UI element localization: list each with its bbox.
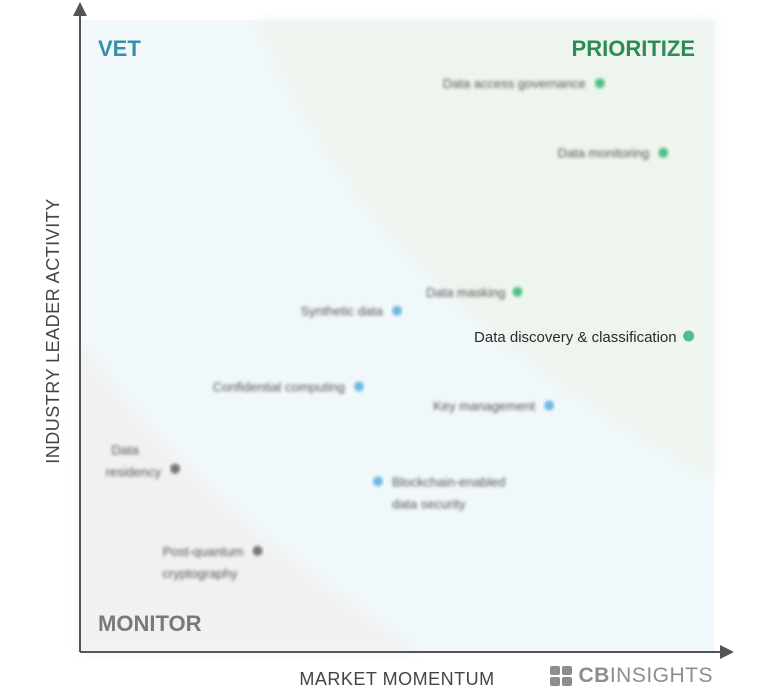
data-point-data-masking: Data masking [426,285,523,300]
data-points: Data access governance Data monitoring Dat… [105,76,695,581]
quadrant-label-prioritize: PRIORITIZE [572,36,695,61]
y-axis-title: INDUSTRY LEADER ACTIVITY [43,198,63,463]
point-label: Data masking [426,285,505,300]
y-axis-arrow [73,2,87,16]
x-axis-arrow [720,645,734,659]
data-point-data-residency: Data residency [105,443,181,480]
data-point-key-management: Key management [433,399,555,414]
point-marker [392,305,402,316]
point-label: Data monitoring [557,146,649,161]
monitor-region [80,340,420,652]
point-marker [594,78,605,89]
point-marker [658,147,669,158]
cbinsights-logo: CBINSIGHTS [550,664,713,688]
data-point-blockchain-enabled-data-security: Blockchain-enabled data security [372,474,505,511]
data-point-data-monitoring: Data monitoring [557,146,669,161]
point-label: Data residency [105,443,161,480]
quadrant-backgrounds [80,20,714,652]
point-label: Key management [433,399,535,414]
cbinsights-logo-icon [550,666,573,686]
point-label: Blockchain-enabled data security [392,474,505,511]
point-label: Data access governance [443,76,586,91]
point-marker [372,476,383,487]
data-point-confidential-computing: Confidential computing [213,380,364,395]
point-marker [353,381,364,392]
point-marker [683,330,695,342]
prioritize-region [255,20,714,480]
point-label: Confidential computing [213,380,345,395]
data-point-data-access-governance: Data access governance [443,76,605,91]
point-marker [252,545,263,556]
quadrant-label-vet: VET [98,36,141,61]
point-marker [512,286,523,297]
axes [73,2,734,659]
data-point-data-discovery-classification: Data discovery & classification [474,329,695,346]
point-label: Synthetic data [301,304,384,319]
point-label: Data discovery & classification [474,329,677,346]
quadrant-label-monitor: MONITOR [98,611,202,636]
point-label: Post-quantum cryptography [162,544,243,581]
data-point-post-quantum-cryptography: Post-quantum cryptography [162,544,263,581]
point-marker [170,463,181,474]
cbinsights-logo-text: CBINSIGHTS [578,664,713,687]
data-point-synthetic-data: Synthetic data [301,304,402,319]
x-axis-title: MARKET MOMENTUM [299,669,494,689]
point-marker [544,400,555,411]
